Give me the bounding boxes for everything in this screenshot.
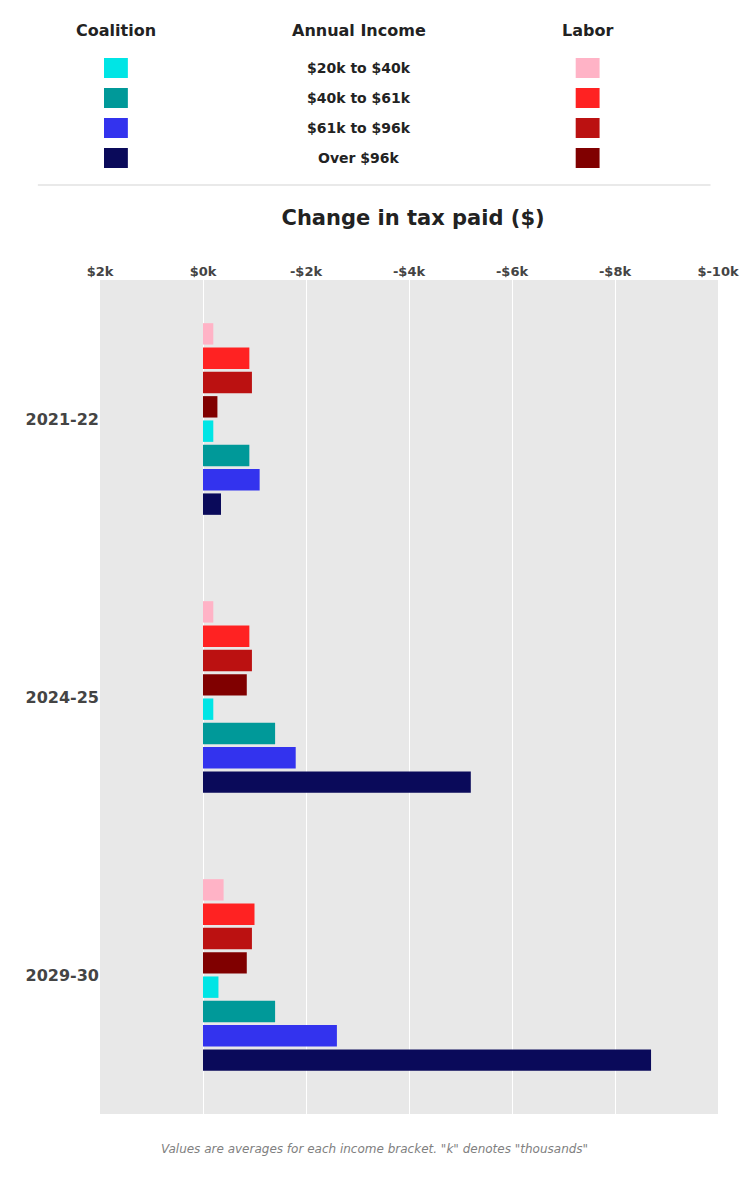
svg-text:2029-30: 2029-30 [26, 966, 99, 985]
svg-text:2024-25: 2024-25 [26, 688, 99, 707]
svg-text:Change in tax paid ($): Change in tax paid ($) [281, 206, 544, 230]
svg-text:2021-22: 2021-22 [26, 410, 99, 429]
svg-text:$0k: $0k [190, 264, 217, 279]
svg-text:$20k to $40k: $20k to $40k [307, 60, 411, 76]
svg-text:Coalition: Coalition [76, 21, 156, 40]
svg-text:-$4k: -$4k [393, 264, 425, 279]
svg-text:$2k: $2k [87, 264, 114, 279]
svg-text:-$8k: -$8k [599, 264, 631, 279]
svg-text:$40k to $61k: $40k to $61k [307, 90, 411, 106]
svg-text:$61k to $96k: $61k to $96k [307, 120, 411, 136]
svg-text:-$2k: -$2k [290, 264, 322, 279]
svg-text:Values are averages for each i: Values are averages for each income brac… [161, 1142, 588, 1156]
svg-text:Annual Income: Annual Income [292, 21, 426, 40]
svg-text:-$6k: -$6k [496, 264, 528, 279]
svg-text:$-10k: $-10k [697, 264, 739, 279]
svg-text:Over $96k: Over $96k [318, 150, 400, 166]
svg-text:Labor: Labor [562, 21, 613, 40]
